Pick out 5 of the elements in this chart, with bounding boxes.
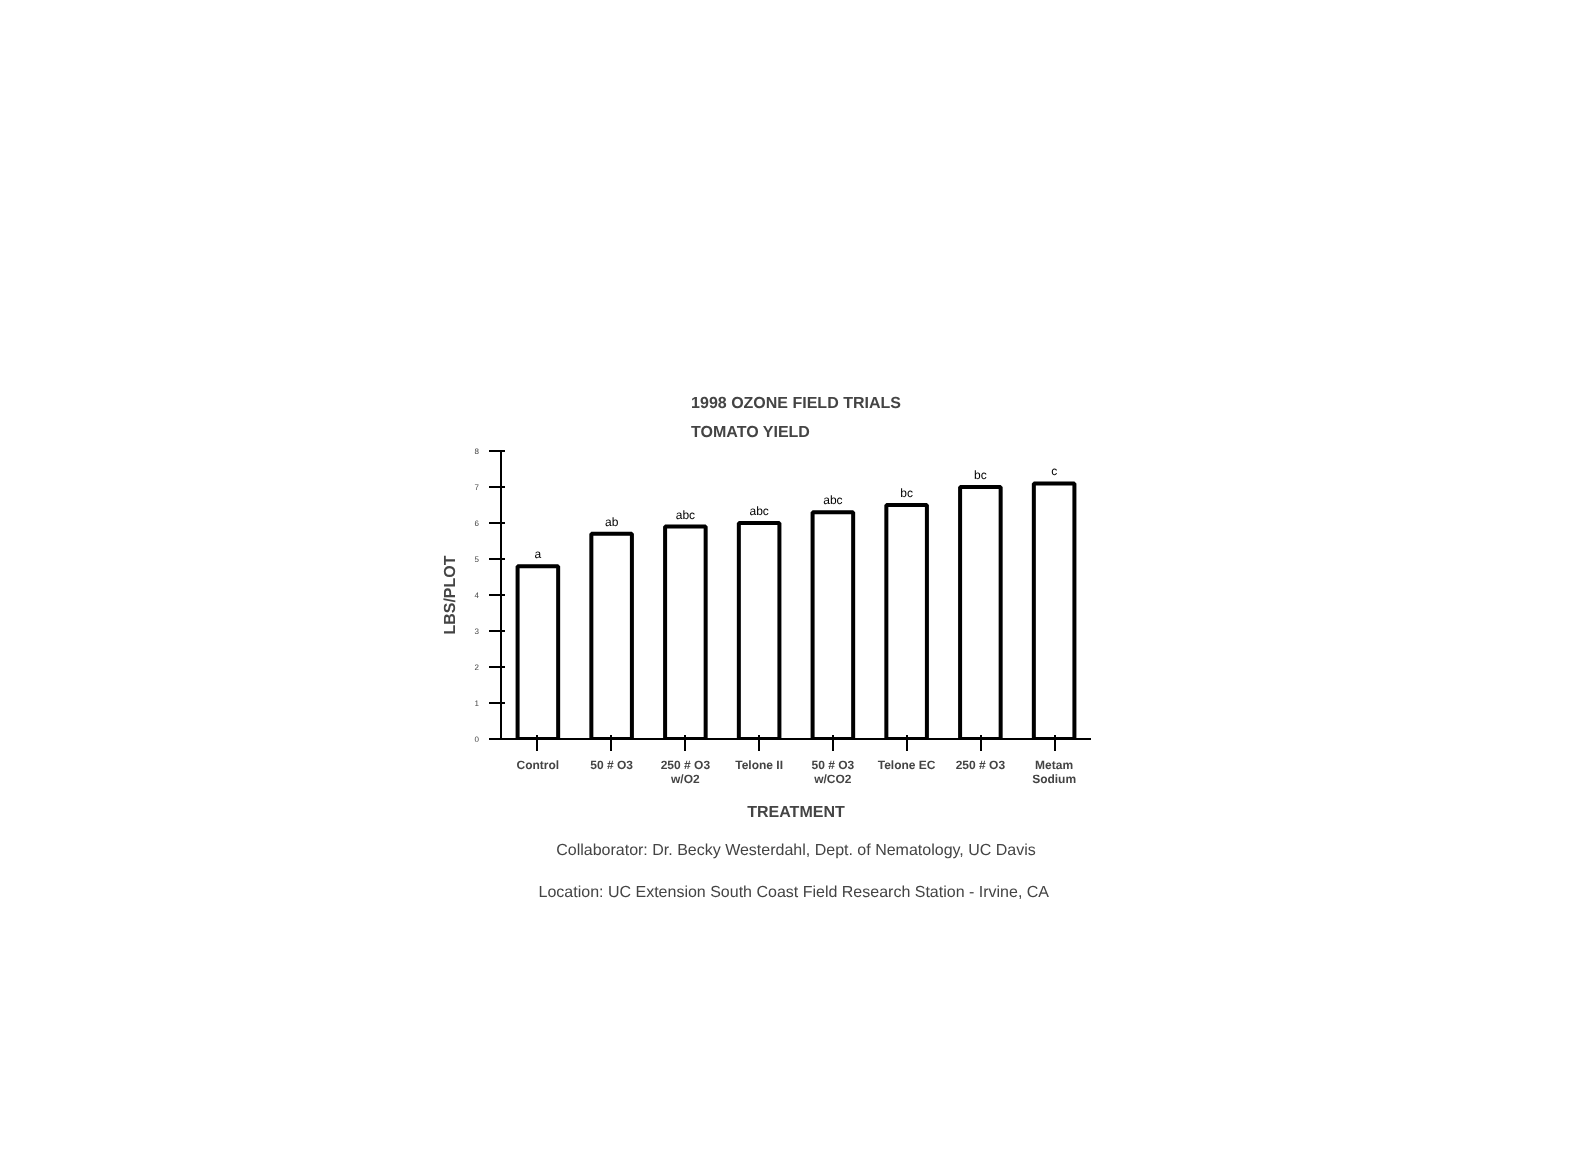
text: Location: UC Extension South Coast Field Research Station - Irvine, CA	[538, 883, 1051, 901]
y-axis-title: LBS/PLOT	[440, 555, 459, 635]
text: Collaborator: Dr. Becky Westerdahl, Dept. of Nematology, UC Davis	[556, 841, 1036, 859]
chart-title: 1998 OZONE FIELD TRIALS TOMATO YIELD	[691, 394, 903, 441]
x-axis-title: TREATMENT	[747, 803, 845, 822]
